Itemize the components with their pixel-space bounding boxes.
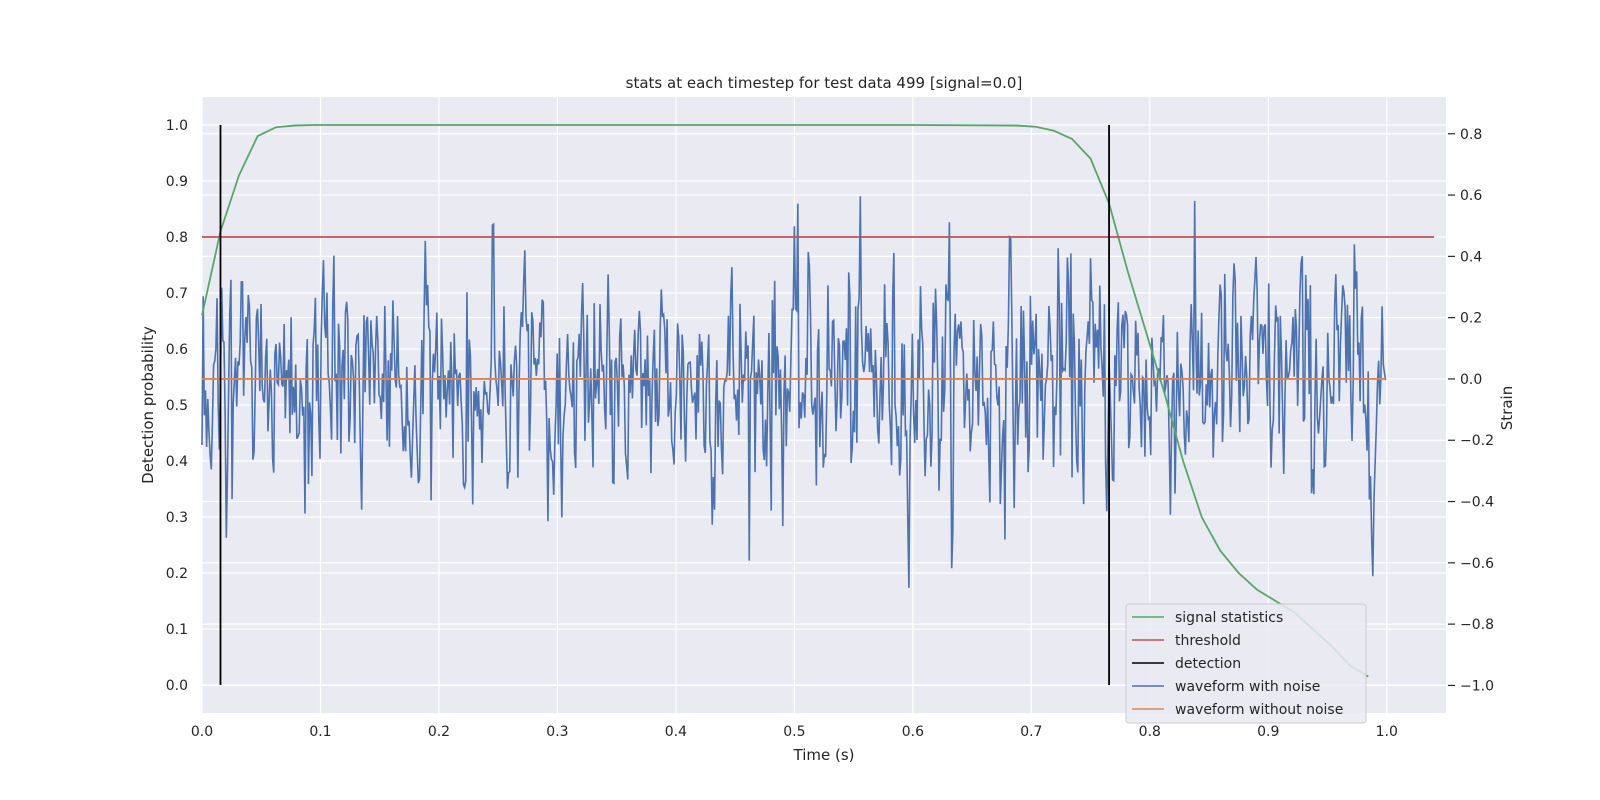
chart-title: stats at each timestep for test data 499… [626, 74, 1023, 92]
y-left-tick-label: 0.2 [166, 566, 188, 582]
y-left-tick-label: 0.7 [166, 286, 188, 302]
x-tick-label: 0.0 [191, 724, 213, 740]
y-left-tick-label: 0.4 [166, 454, 188, 470]
legend-box [1125, 603, 1367, 724]
y-left-tick-label: 0.9 [166, 174, 188, 190]
y-left-tick-label: 0.3 [166, 510, 188, 526]
y-left-tick-label: 0.8 [166, 230, 188, 246]
y-right-tick-label: −0.8 [1460, 617, 1494, 633]
y-right-axis-ticks: 0.8 0.6 0.4 0.2 0.0 −0.2 −0.4 −0.6 −0.8 −1.0 [1448, 127, 1494, 694]
x-tick-label: 0.4 [665, 724, 687, 740]
x-tick-label: 1.0 [1376, 724, 1398, 740]
legend-label-threshold: threshold [1175, 633, 1241, 649]
y-right-tick-label: −0.2 [1460, 433, 1494, 449]
y-right-tick-label: −1.0 [1460, 678, 1494, 694]
legend-label-waveform-without-noise: waveform without noise [1175, 702, 1343, 718]
x-tick-label: 0.8 [1139, 724, 1161, 740]
series-waveform-with-noise [201, 196, 1387, 588]
x-tick-label: 0.5 [783, 724, 805, 740]
series-signal-statistics [201, 124, 1369, 678]
y-left-axis-ticks: 0.0 0.1 0.2 0.3 0.4 0.5 0.6 0.7 0.8 0.9 1.0 [166, 118, 188, 694]
y-right-tick-label: 0.0 [1460, 372, 1482, 388]
x-tick-label: 0.7 [1020, 724, 1042, 740]
series-layer [201, 124, 1435, 685]
y-left-tick-label: 0.0 [166, 678, 188, 694]
x-tick-label: 0.6 [902, 724, 924, 740]
legend-label-detection: detection [1175, 656, 1241, 672]
x-tick-label: 0.9 [1257, 724, 1279, 740]
y-right-tick-label: 0.2 [1460, 311, 1482, 327]
x-tick-label: 0.3 [546, 724, 568, 740]
x-axis-ticks: 0.0 0.1 0.2 0.3 0.4 0.5 0.6 0.7 0.8 0.9 1.0 [191, 724, 1398, 740]
x-tick-label: 0.2 [428, 724, 450, 740]
y-right-tick-label: 0.6 [1460, 188, 1482, 204]
y-left-tick-label: 1.0 [166, 118, 188, 134]
y-left-tick-label: 0.1 [166, 622, 188, 638]
y-right-tick-label: 0.4 [1460, 249, 1482, 265]
y-right-tick-label: 0.8 [1460, 127, 1482, 143]
y-left-axis-label: Detection probability [139, 326, 157, 484]
y-left-tick-label: 0.6 [166, 342, 188, 358]
legend-label-waveform-with-noise: waveform with noise [1175, 679, 1320, 695]
y-right-tick-label: −0.6 [1460, 556, 1494, 572]
y-left-tick-label: 0.5 [166, 398, 188, 414]
y-right-tick-label: −0.4 [1460, 495, 1494, 511]
x-tick-label: 0.1 [309, 724, 331, 740]
legend-label-signal-statistics: signal statistics [1175, 610, 1283, 626]
x-axis-label: Time (s) [793, 746, 855, 764]
legend: signal statistics threshold detection wa… [1125, 603, 1367, 724]
y-right-axis-label: Strain [1498, 386, 1516, 430]
